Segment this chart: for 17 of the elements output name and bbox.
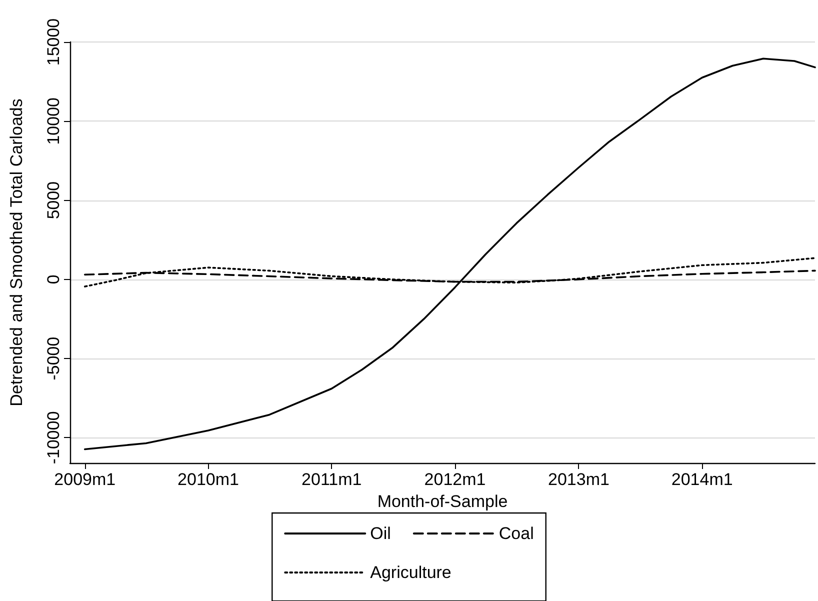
x-axis-title: Month-of-Sample [377,492,508,511]
legend-label: Coal [498,524,534,543]
x-tick-label: 2014m1 [671,470,733,489]
legend-label: Oil [370,524,391,543]
x-tick-label: 2012m1 [424,470,486,489]
y-tick-label: -5000 [44,336,63,380]
y-tick-label: 10000 [44,97,63,145]
y-tick-label: 0 [44,274,63,284]
x-tick-label: 2010m1 [178,470,239,489]
x-tick-label: 2013m1 [548,470,610,489]
y-tick-label: 5000 [44,181,63,220]
x-tick-label: 2011m1 [302,470,362,489]
legend-label: Agriculture [370,563,452,582]
x-tick-label: 2009m1 [54,470,116,489]
y-tick-label: 15000 [44,18,63,66]
y-axis-title: Detrended and Smoothed Total Carloads [7,98,26,406]
y-tick-label: -10000 [44,411,63,464]
